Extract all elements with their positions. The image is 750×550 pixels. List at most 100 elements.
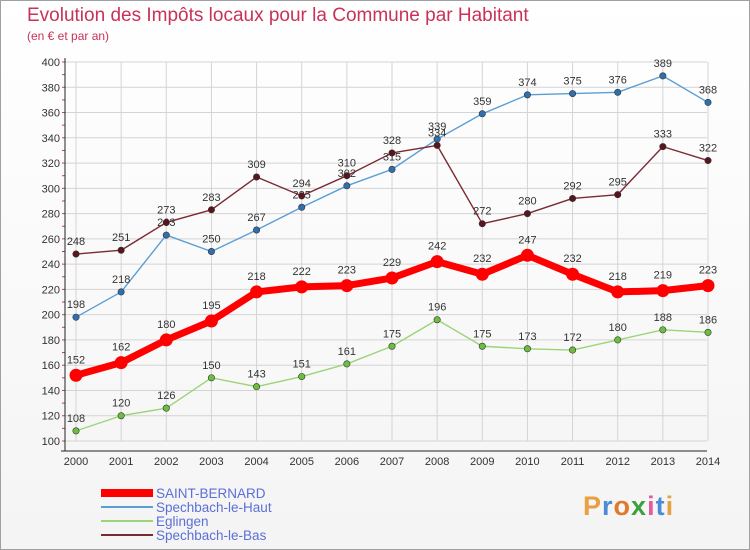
logo-letter: o [613,491,632,521]
data-point-saint-bernard [295,280,309,294]
proxiti-logo: Proxiti [583,491,674,522]
data-point-spechbach-le-haut [117,288,125,296]
data-point-spechbach-le-haut [72,313,80,321]
x-tick-label: 2014 [696,456,720,468]
data-point-spechbach-le-bas [253,173,261,181]
y-tick-label: 220 [42,284,60,296]
data-label-eglingen: 120 [112,398,130,410]
data-point-spechbach-le-haut [388,165,396,173]
data-point-eglingen [569,346,577,354]
x-tick-label: 2006 [335,456,359,468]
data-label-eglingen: 108 [67,413,85,425]
data-label-eglingen: 196 [428,302,446,314]
data-point-spechbach-le-haut [343,182,351,190]
data-label-spechbach-le-haut: 375 [563,76,581,88]
data-point-spechbach-le-bas [298,192,306,200]
legend-swatch [101,489,153,497]
legend-swatch [101,506,153,508]
y-tick-label: 100 [42,436,60,448]
data-label-spechbach-le-bas: 294 [293,178,311,190]
logo-letter: i [665,491,675,521]
data-point-saint-bernard [520,248,534,262]
y-tick-label: 340 [42,133,60,145]
data-point-spechbach-le-haut [478,110,486,118]
y-tick-label: 140 [42,385,60,397]
data-label-spechbach-le-bas: 333 [654,129,672,141]
data-label-spechbach-le-haut: 198 [67,299,85,311]
data-label-spechbach-le-bas: 310 [338,158,356,170]
data-point-spechbach-le-bas [523,210,531,218]
data-label-spechbach-le-haut: 339 [428,121,446,133]
data-label-eglingen: 175 [383,328,401,340]
data-label-spechbach-le-bas: 272 [473,206,491,218]
y-tick-label: 300 [42,183,60,195]
data-label-spechbach-le-bas: 292 [563,180,581,192]
x-tick-label: 2004 [244,456,268,468]
data-label-spechbach-le-bas: 283 [202,192,220,204]
data-label-saint-bernard: 195 [202,300,220,312]
data-label-saint-bernard: 162 [112,342,130,354]
data-point-spechbach-le-bas [569,194,577,202]
data-point-saint-bernard [69,368,83,382]
y-tick-label: 180 [42,335,60,347]
data-point-eglingen [478,342,486,350]
data-point-eglingen [117,412,125,420]
data-point-saint-bernard [114,356,128,370]
chart-title: Evolution des Impôts locaux pour la Comm… [27,5,529,26]
data-label-eglingen: 150 [202,360,220,372]
data-label-eglingen: 186 [699,314,717,326]
data-point-saint-bernard [159,333,173,347]
data-point-spechbach-le-bas [207,206,215,214]
data-label-saint-bernard: 247 [518,234,536,246]
x-tick-label: 2002 [154,456,178,468]
data-label-spechbach-le-haut: 267 [247,212,265,224]
data-point-eglingen [207,374,215,382]
data-label-saint-bernard: 222 [293,266,311,278]
legend-swatch [101,520,153,522]
data-point-saint-bernard [204,314,218,328]
data-point-eglingen [253,383,261,391]
data-label-spechbach-le-bas: 334 [428,127,446,139]
legend-item-saint-bernard: SAINT-BERNARD [101,486,272,501]
data-point-spechbach-le-bas [343,172,351,180]
data-label-saint-bernard: 218 [247,271,265,283]
data-label-spechbach-le-bas: 251 [112,232,130,244]
data-point-spechbach-le-bas [162,218,170,226]
data-label-spechbach-le-haut: 389 [654,58,672,70]
y-tick-label: 260 [42,234,60,246]
data-point-saint-bernard [340,279,354,293]
data-label-spechbach-le-haut: 374 [518,77,536,89]
y-tick-label: 400 [42,57,60,69]
y-tick-label: 200 [42,310,60,322]
y-tick-label: 360 [42,108,60,120]
data-label-spechbach-le-bas: 295 [609,177,627,189]
legend-swatch [101,534,153,536]
data-point-spechbach-le-bas [478,220,486,228]
data-point-saint-bernard [566,267,580,281]
x-tick-label: 2007 [380,456,404,468]
data-point-spechbach-le-haut [659,72,667,80]
data-label-spechbach-le-haut: 368 [699,84,717,96]
legend-label: Spechbach-le-Bas [156,527,267,543]
data-point-saint-bernard [701,279,715,293]
data-label-eglingen: 175 [473,328,491,340]
data-point-eglingen [388,342,396,350]
x-tick-label: 2000 [64,456,88,468]
data-label-spechbach-le-haut: 376 [609,74,627,86]
y-tick-label: 240 [42,259,60,271]
data-point-eglingen [298,373,306,381]
x-tick-label: 2011 [561,456,585,468]
data-point-saint-bernard [385,271,399,285]
legend-label: Spechbach-le-Haut [156,499,272,515]
logo-letter: r [602,491,614,521]
data-label-spechbach-le-bas: 328 [383,135,401,147]
data-point-eglingen [523,345,531,353]
data-label-saint-bernard: 223 [699,265,717,277]
data-point-eglingen [433,316,441,324]
data-point-spechbach-le-bas [388,149,396,157]
data-point-eglingen [343,360,351,368]
chart-legend: SAINT-BERNARD Spechbach-le-Haut Eglingen Sp… [101,486,272,543]
data-label-eglingen: 188 [654,312,672,324]
